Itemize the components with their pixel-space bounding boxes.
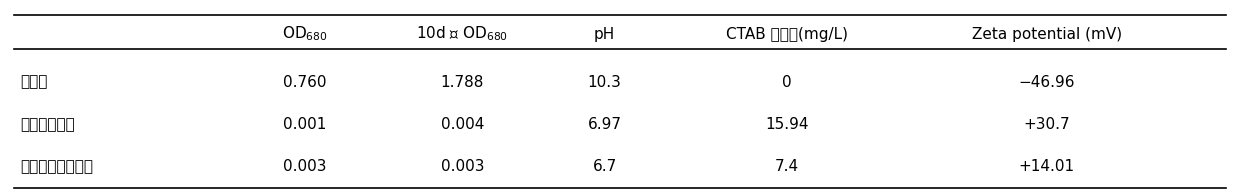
Text: 0.003: 0.003 [440, 159, 484, 174]
Text: 6.7: 6.7 [593, 159, 616, 174]
Text: CTAB 残余量(mg/L): CTAB 残余量(mg/L) [727, 27, 848, 42]
Text: 0.004: 0.004 [440, 117, 484, 132]
Text: 处理前: 处理前 [20, 75, 47, 90]
Text: 7.4: 7.4 [775, 159, 799, 174]
Text: 0.003: 0.003 [283, 159, 326, 174]
Text: pH: pH [594, 27, 615, 42]
Text: 传统混凝气浮: 传统混凝气浮 [20, 117, 74, 132]
Text: 6.97: 6.97 [588, 117, 621, 132]
Text: 1.788: 1.788 [440, 75, 484, 90]
Text: +14.01: +14.01 [1019, 159, 1075, 174]
Text: −46.96: −46.96 [1018, 75, 1075, 90]
Text: 0.760: 0.760 [283, 75, 326, 90]
Text: 10d 后 OD$_{680}$: 10d 后 OD$_{680}$ [417, 25, 508, 43]
Text: 15.94: 15.94 [765, 117, 808, 132]
Text: 0.001: 0.001 [283, 117, 326, 132]
Text: OD$_{680}$: OD$_{680}$ [281, 25, 327, 43]
Text: 0: 0 [782, 75, 792, 90]
Text: 捕藻微米气泡气浮: 捕藻微米气泡气浮 [20, 159, 93, 174]
Text: 10.3: 10.3 [588, 75, 621, 90]
Text: Zeta potential (mV): Zeta potential (mV) [972, 27, 1122, 42]
Text: +30.7: +30.7 [1023, 117, 1070, 132]
